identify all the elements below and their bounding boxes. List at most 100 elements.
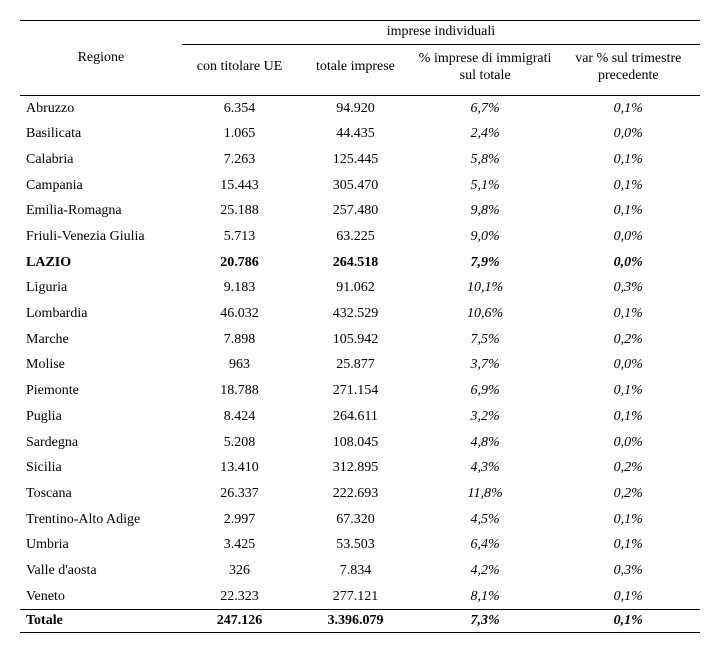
- cell-c2: 305.470: [297, 173, 413, 199]
- cell-c2: 25.877: [297, 352, 413, 378]
- table-row: Marche7.898105.9427,5%0,2%: [20, 327, 700, 353]
- cell-region: Molise: [20, 352, 182, 378]
- cell-region: Puglia: [20, 404, 182, 430]
- total-c3: 7,3%: [414, 610, 557, 633]
- cell-c2: 264.611: [297, 404, 413, 430]
- table-row: Lombardia46.032432.52910,6%0,1%: [20, 301, 700, 327]
- cell-c1: 963: [182, 352, 297, 378]
- cell-region: Veneto: [20, 584, 182, 610]
- table-row: Sardegna5.208108.0454,8%0,0%: [20, 430, 700, 456]
- cell-region: Umbria: [20, 532, 182, 558]
- cell-c4: 0,0%: [557, 352, 700, 378]
- cell-region: Liguria: [20, 275, 182, 301]
- cell-c4: 0,0%: [557, 250, 700, 276]
- cell-c4: 0,1%: [557, 584, 700, 610]
- cell-region: Friuli-Venezia Giulia: [20, 224, 182, 250]
- cell-c2: 271.154: [297, 378, 413, 404]
- cell-c4: 0,1%: [557, 532, 700, 558]
- cell-c2: 63.225: [297, 224, 413, 250]
- cell-c2: 125.445: [297, 147, 413, 173]
- cell-region: Calabria: [20, 147, 182, 173]
- cell-c2: 432.529: [297, 301, 413, 327]
- table-row: Abruzzo6.35494.9206,7%0,1%: [20, 95, 700, 121]
- cell-region: Toscana: [20, 481, 182, 507]
- cell-c2: 222.693: [297, 481, 413, 507]
- cell-c3: 5,8%: [414, 147, 557, 173]
- table-row: Valle d'aosta3267.8344,2%0,3%: [20, 558, 700, 584]
- cell-c1: 5.713: [182, 224, 297, 250]
- cell-c2: 264.518: [297, 250, 413, 276]
- total-c1: 247.126: [182, 610, 297, 633]
- cell-c1: 7.263: [182, 147, 297, 173]
- header-col1: con titolare UE: [182, 45, 297, 96]
- header-col4: var % sul trimestre precedente: [557, 45, 700, 96]
- cell-c1: 20.786: [182, 250, 297, 276]
- cell-c3: 10,1%: [414, 275, 557, 301]
- cell-c1: 2.997: [182, 507, 297, 533]
- cell-c1: 15.443: [182, 173, 297, 199]
- cell-c3: 11,8%: [414, 481, 557, 507]
- table-row: Friuli-Venezia Giulia5.71363.2259,0%0,0%: [20, 224, 700, 250]
- table-row: Campania15.443305.4705,1%0,1%: [20, 173, 700, 199]
- table-row: Veneto22.323277.1218,1%0,1%: [20, 584, 700, 610]
- cell-c1: 326: [182, 558, 297, 584]
- cell-c1: 3.425: [182, 532, 297, 558]
- cell-region: Campania: [20, 173, 182, 199]
- cell-c4: 0,0%: [557, 121, 700, 147]
- cell-c1: 5.208: [182, 430, 297, 456]
- cell-c1: 7.898: [182, 327, 297, 353]
- cell-c3: 5,1%: [414, 173, 557, 199]
- header-region: Regione: [20, 21, 182, 96]
- data-table: Regione imprese individuali con titolare…: [20, 20, 700, 633]
- cell-region: LAZIO: [20, 250, 182, 276]
- cell-region: Trentino-Alto Adige: [20, 507, 182, 533]
- cell-c4: 0,1%: [557, 173, 700, 199]
- table-row: Emilia-Romagna25.188257.4809,8%0,1%: [20, 198, 700, 224]
- cell-c2: 67.320: [297, 507, 413, 533]
- table-row: Puglia8.424264.6113,2%0,1%: [20, 404, 700, 430]
- cell-c3: 9,8%: [414, 198, 557, 224]
- table-row: Sicilia13.410312.8954,3%0,2%: [20, 455, 700, 481]
- cell-region: Lombardia: [20, 301, 182, 327]
- cell-c3: 4,2%: [414, 558, 557, 584]
- cell-c2: 257.480: [297, 198, 413, 224]
- table-row: Piemonte18.788271.1546,9%0,1%: [20, 378, 700, 404]
- cell-c3: 3,7%: [414, 352, 557, 378]
- cell-c3: 8,1%: [414, 584, 557, 610]
- cell-c4: 0,1%: [557, 404, 700, 430]
- cell-c3: 2,4%: [414, 121, 557, 147]
- cell-c2: 53.503: [297, 532, 413, 558]
- table-row: Toscana26.337222.69311,8%0,2%: [20, 481, 700, 507]
- cell-c4: 0,3%: [557, 275, 700, 301]
- cell-c3: 7,5%: [414, 327, 557, 353]
- cell-c4: 0,1%: [557, 378, 700, 404]
- cell-c2: 277.121: [297, 584, 413, 610]
- cell-region: Marche: [20, 327, 182, 353]
- cell-c1: 9.183: [182, 275, 297, 301]
- total-c4: 0,1%: [557, 610, 700, 633]
- header-col2: totale imprese: [297, 45, 413, 96]
- cell-c3: 7,9%: [414, 250, 557, 276]
- table-row: Liguria9.18391.06210,1%0,3%: [20, 275, 700, 301]
- cell-region: Sardegna: [20, 430, 182, 456]
- cell-c3: 4,3%: [414, 455, 557, 481]
- cell-c1: 6.354: [182, 95, 297, 121]
- table-row: Molise96325.8773,7%0,0%: [20, 352, 700, 378]
- cell-c1: 22.323: [182, 584, 297, 610]
- cell-c1: 18.788: [182, 378, 297, 404]
- cell-c2: 94.920: [297, 95, 413, 121]
- cell-c4: 0,1%: [557, 95, 700, 121]
- table-row: Umbria3.42553.5036,4%0,1%: [20, 532, 700, 558]
- cell-c2: 105.942: [297, 327, 413, 353]
- cell-region: Sicilia: [20, 455, 182, 481]
- total-region: Totale: [20, 610, 182, 633]
- cell-c4: 0,1%: [557, 301, 700, 327]
- cell-c3: 3,2%: [414, 404, 557, 430]
- cell-c3: 6,7%: [414, 95, 557, 121]
- cell-region: Piemonte: [20, 378, 182, 404]
- cell-c2: 312.895: [297, 455, 413, 481]
- cell-region: Basilicata: [20, 121, 182, 147]
- cell-c2: 91.062: [297, 275, 413, 301]
- cell-c3: 6,4%: [414, 532, 557, 558]
- cell-c1: 13.410: [182, 455, 297, 481]
